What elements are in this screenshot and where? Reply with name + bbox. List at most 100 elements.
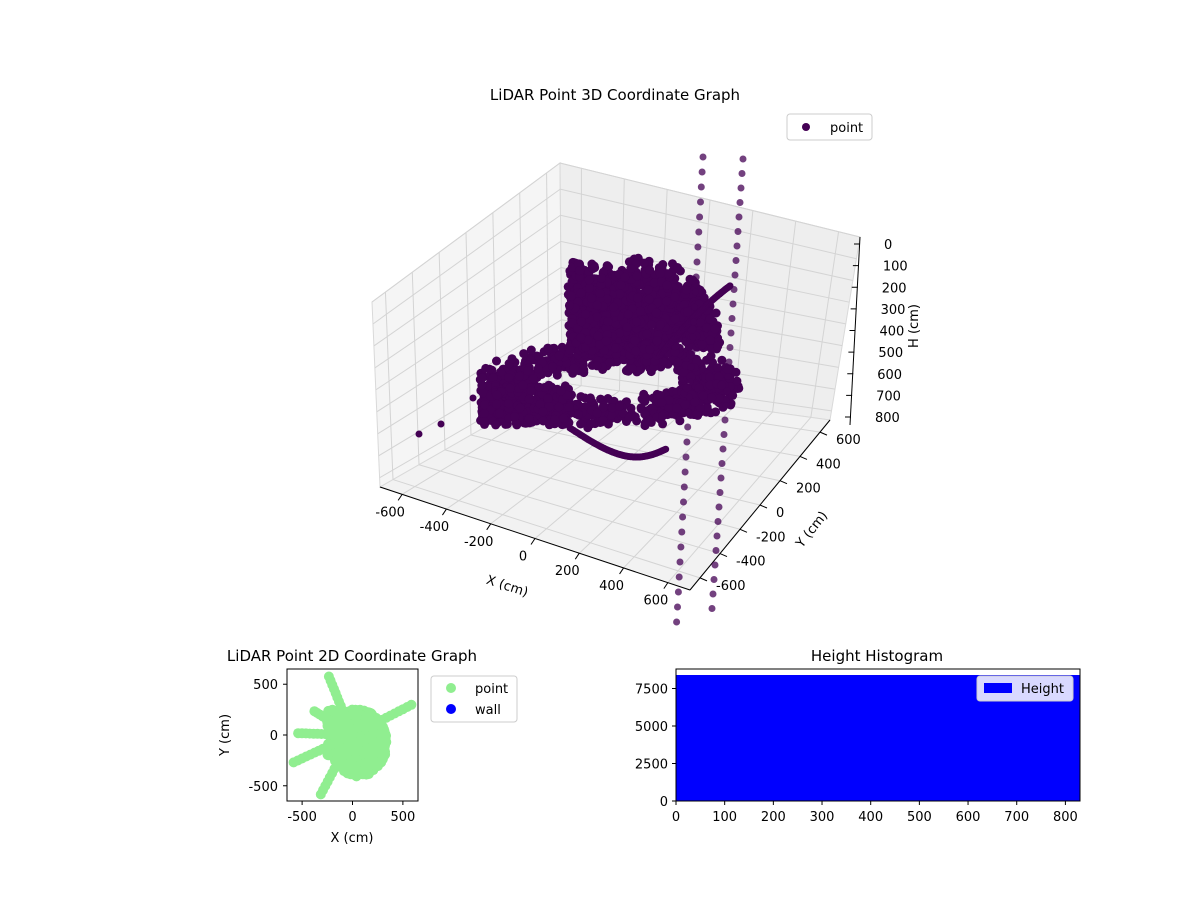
point-marker-3d [633,293,643,303]
point-marker-2d [372,761,383,772]
scatter-2d-points [288,671,417,800]
point-marker-3d [685,393,693,401]
y-tick-mark-3d [799,455,808,460]
point-marker-3d [495,408,505,418]
point-marker-3d [642,357,652,367]
point-marker-3d [627,364,637,374]
y-tick-label-2d: 0 [270,729,278,744]
y-tick-label-3d: 0 [776,506,784,521]
point-marker-3d [655,390,665,400]
point-marker-2d [365,756,376,767]
point-marker-3d [674,603,681,611]
legend-3d-marker-point [802,123,810,131]
x-tick-label-hist: 300 [810,810,835,825]
point-marker-3d [626,264,636,273]
y-ticks-2d: 500 0 -500 [248,678,287,795]
grid-line-z [374,240,850,369]
point-marker-3d [504,399,514,409]
point-marker-3d [595,340,605,350]
y-tick-mark-3d [699,577,708,582]
point-marker-2d [374,728,385,739]
point-marker-3d [554,402,564,412]
point-marker-3d [534,382,544,392]
point-marker-3d [592,300,602,310]
point-marker-3d [602,261,612,271]
point-marker-3d [711,308,721,318]
point-marker-3d [715,503,723,511]
z-axis-label-3d: H (cm) [907,304,922,348]
point-marker-3d [724,373,732,380]
grid-line-y [444,449,741,530]
point-marker-3d [507,354,517,364]
point-marker-3d [696,213,704,221]
point-marker-3d [595,289,605,298]
point-marker-2d [288,757,299,768]
point-marker-3d [732,376,742,386]
point-marker-3d [573,410,583,420]
point-marker-3d [564,300,574,310]
point-marker-3d [592,408,602,418]
point-marker-3d [415,430,423,438]
point-marker-3d [636,306,645,316]
point-marker-3d [645,345,655,355]
point-marker-2d [309,706,320,717]
point-marker-3d [564,402,574,412]
point-marker-3d [607,410,617,420]
point-marker-3d [710,576,718,583]
point-marker-3d [492,390,502,400]
point-marker-3d [603,317,613,327]
legend-2d-marker-point [446,683,456,693]
point-marker-3d [693,258,701,266]
x-tick-label-hist: 600 [956,810,981,825]
point-marker-3d [657,398,667,407]
point-marker-3d [680,498,687,506]
point-marker-3d [707,393,717,403]
point-marker-3d [573,259,583,269]
point-marker-3d [602,294,612,304]
point-marker-3d [733,242,741,250]
point-marker-3d [688,348,696,356]
y-tick-label-3d: -600 [716,579,746,594]
point-marker-3d [702,323,712,333]
point-marker-3d [543,394,553,404]
point-marker-3d [519,349,529,359]
point-marker-3d [679,513,687,521]
point-marker-3d [510,412,520,421]
point-marker-3d [652,336,662,346]
grid-line-y [496,419,781,482]
point-marker-2d [350,748,361,758]
point-marker-3d [622,322,632,332]
point-marker-3d [649,278,659,288]
point-marker-3d [630,336,640,346]
point-marker-3d [698,168,706,176]
grid-line-y [392,479,701,579]
point-marker-3d [731,367,741,377]
z-tick-label-3d: 400 [880,325,905,340]
point-marker-3d [682,383,692,393]
point-marker-3d [664,395,674,405]
point-marker-3d [514,371,524,381]
point-marker-3d [705,380,715,390]
point-marker-3d [607,403,617,413]
point-marker-3d [690,397,700,407]
point-marker-3d [664,403,674,413]
x-ticks-2d: -500 0 500 [287,801,415,825]
point-marker-3d [585,393,595,403]
point-marker-2d [364,707,375,718]
z-tick-label-3d: 300 [881,303,906,318]
point-marker-3d [518,380,528,390]
x-ticks-histogram: 0 100 200 300 400 500 600 700 800 [672,801,1078,825]
x-tick-mark-3d [663,582,669,589]
point-marker-3d [614,328,624,338]
point-marker-3d [601,336,611,346]
point-marker-3d [739,155,747,163]
x-tick-label-3d: 600 [643,594,668,609]
point-marker-3d [712,547,720,554]
point-marker-3d [722,402,730,409]
point-marker-2d [323,671,334,682]
point-marker-3d [708,605,716,612]
y-tick-mark-3d [739,528,748,533]
point-marker-3d [548,362,558,372]
x-tick-label-hist: 700 [1004,810,1029,825]
